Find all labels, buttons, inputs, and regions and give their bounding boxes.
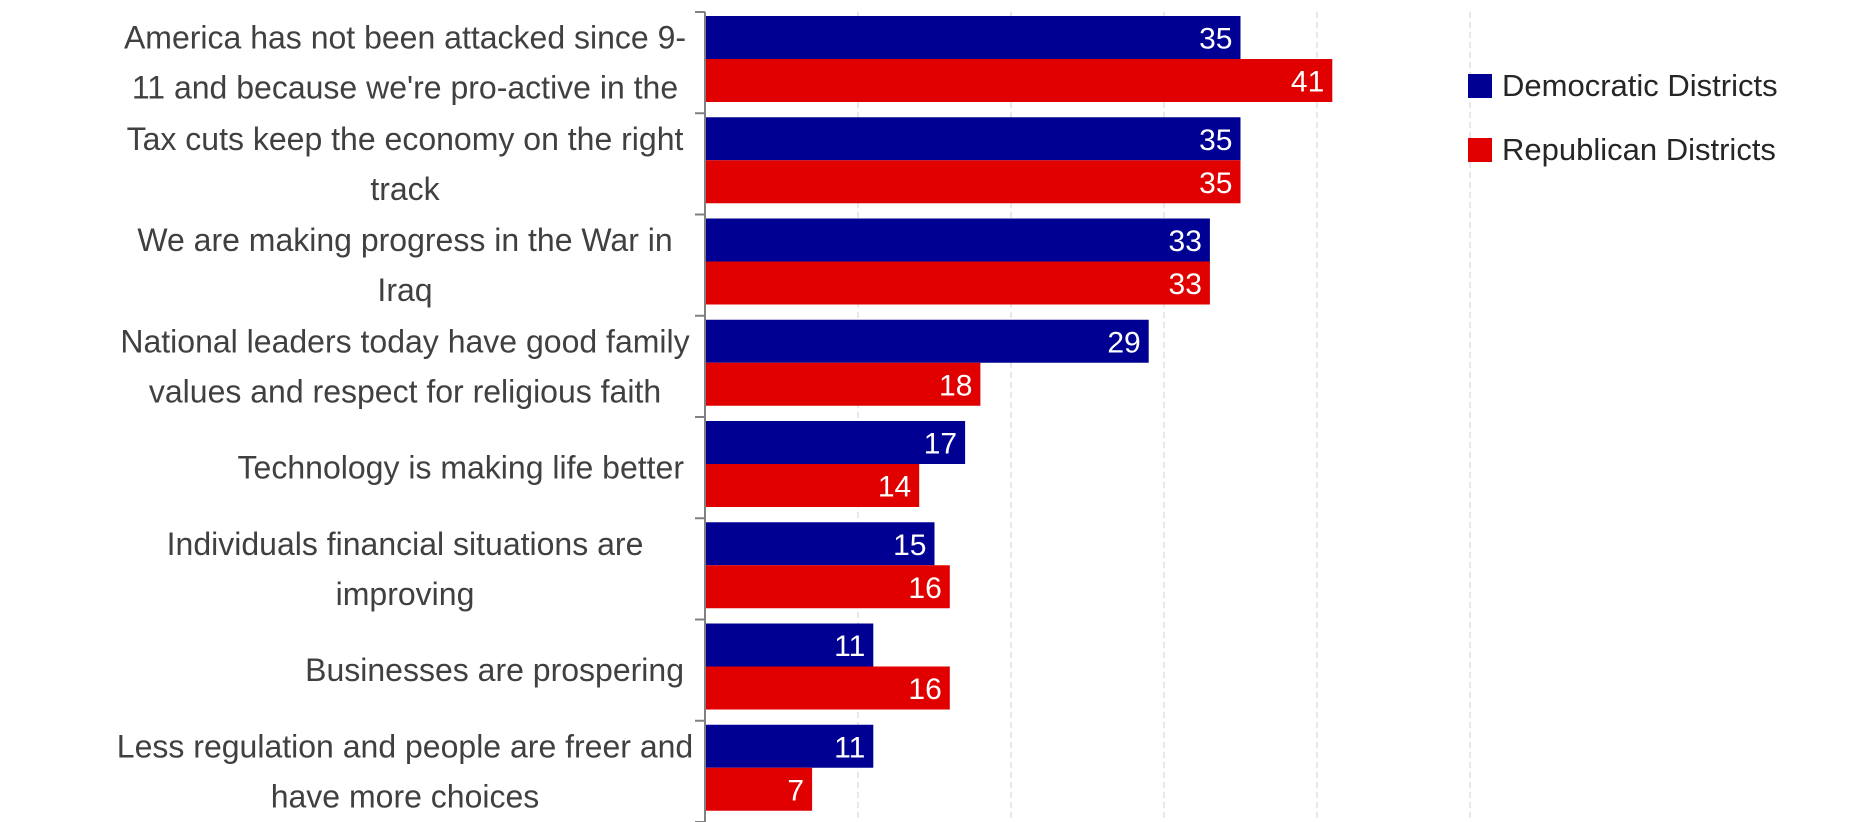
category-label: National leaders today have good family v… <box>120 323 689 409</box>
data-label: 15 <box>893 529 926 562</box>
bar-democratic <box>705 724 874 768</box>
bar-republican <box>705 59 1333 102</box>
bar-republican <box>705 160 1241 204</box>
bar-republican <box>705 666 950 710</box>
bars <box>705 16 1333 811</box>
data-label: 16 <box>908 673 941 706</box>
bar-republican <box>705 464 920 507</box>
bar-democratic <box>705 117 1241 161</box>
category-label-line: have more choices <box>271 778 540 814</box>
bar-republican <box>705 261 1210 305</box>
bar-democratic <box>705 522 935 566</box>
category-labels: America has not been attacked since 9- 11… <box>117 20 693 815</box>
data-label: 35 <box>1199 167 1232 200</box>
category-label-line: Tax cuts keep the economy on the right <box>127 121 684 157</box>
category-label-line: Less regulation and people are freer and <box>117 728 693 764</box>
data-label: 11 <box>834 630 865 663</box>
category-axis <box>695 11 706 822</box>
legend-entry: Republican Districts <box>1502 132 1776 167</box>
category-label-line: values and respect for religious faith <box>149 373 661 409</box>
data-label: 29 <box>1107 326 1140 359</box>
category-label: We are making progress in the War in Iraq <box>137 222 672 308</box>
category-label: Tax cuts keep the economy on the right tr… <box>127 121 684 207</box>
data-label: 18 <box>939 369 972 402</box>
data-label: 11 <box>834 731 865 764</box>
data-label: 33 <box>1169 268 1202 301</box>
category-label-line: Technology is making life better <box>238 450 685 486</box>
category-label-line: track <box>370 171 440 207</box>
data-label: 7 <box>787 774 804 807</box>
bar-democratic <box>705 16 1241 59</box>
category-label: Technology is making life better <box>238 450 685 486</box>
bar-democratic <box>705 421 966 464</box>
bar-republican <box>705 767 813 811</box>
legend: Democratic Districts Republican Districts <box>1468 68 1778 167</box>
bar-democratic <box>705 623 874 667</box>
legend-swatch <box>1468 138 1492 162</box>
category-label-line: We are making progress in the War in <box>137 222 672 258</box>
data-label: 41 <box>1291 66 1324 99</box>
category-label: Individuals financial situations are impr… <box>167 526 644 612</box>
category-label-line: America has not been attacked since 9- <box>124 20 686 56</box>
bar-democratic <box>705 218 1210 262</box>
category-label-line: 11 and because we're pro-active in the <box>132 70 678 106</box>
data-label: 17 <box>924 428 957 461</box>
category-label: Less regulation and people are freer and… <box>117 728 693 814</box>
data-label: 14 <box>878 471 911 504</box>
category-label: Businesses are prospering <box>305 652 684 688</box>
category-label-line: improving <box>336 576 475 612</box>
category-label-line: Iraq <box>377 272 432 308</box>
category-label: America has not been attacked since 9- 11… <box>124 20 686 106</box>
data-labels: 35 41 35 35 33 33 29 18 17 14 15 16 11 16 11 7 <box>787 23 1324 808</box>
data-label: 35 <box>1199 124 1232 157</box>
data-label: 33 <box>1169 225 1202 258</box>
data-label: 35 <box>1199 23 1232 56</box>
category-label-line: Individuals financial situations are <box>167 526 644 562</box>
legend-swatch <box>1468 74 1492 98</box>
category-label-line: Businesses are prospering <box>305 652 684 688</box>
category-label-line: National leaders today have good family <box>120 323 689 359</box>
data-label: 16 <box>908 572 941 605</box>
bar-democratic <box>705 319 1149 363</box>
bar-republican <box>705 362 981 406</box>
bar-republican <box>705 565 950 609</box>
legend-entry: Democratic Districts <box>1502 68 1778 103</box>
